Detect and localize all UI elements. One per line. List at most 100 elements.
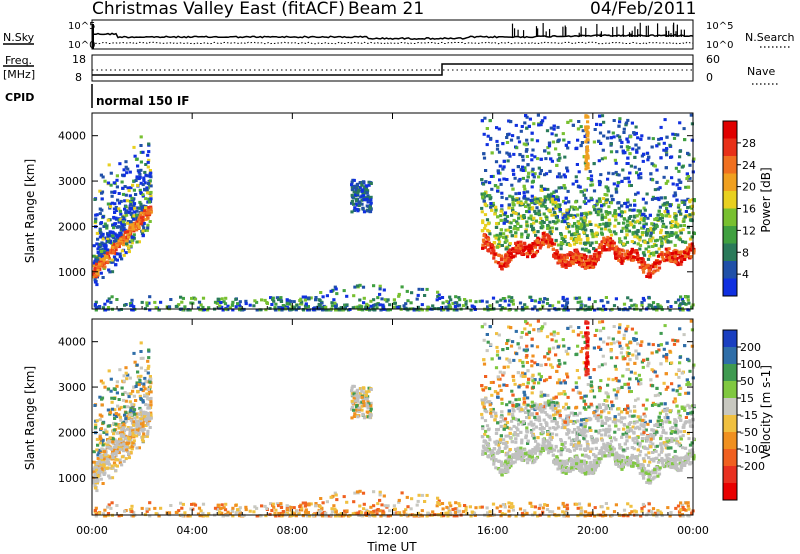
power-cell	[98, 235, 102, 239]
velocity-cell	[669, 511, 673, 514]
power-cell	[130, 241, 134, 245]
power-cell	[121, 186, 125, 190]
noise-spikes	[92, 22, 685, 49]
power-cell	[110, 201, 115, 205]
power-cell	[683, 138, 687, 142]
power-cell	[678, 302, 683, 306]
power-cell	[303, 295, 307, 299]
power-cell	[499, 254, 504, 258]
power-cell	[551, 304, 555, 308]
velocity-cell	[127, 416, 132, 420]
power-cell	[259, 308, 263, 312]
velocity-cell	[353, 412, 357, 416]
power-cell	[333, 301, 337, 305]
power-cell	[566, 308, 570, 312]
power-cell	[557, 255, 561, 259]
power-cell	[582, 221, 586, 225]
power-cell	[623, 210, 627, 214]
velocity-cell	[115, 441, 119, 445]
velocity-cell	[124, 411, 128, 415]
power-cell	[148, 169, 152, 172]
power-cell	[513, 226, 517, 230]
velocity-cell	[129, 426, 133, 430]
power-cell	[123, 238, 127, 242]
power-cell	[96, 272, 100, 275]
nave-tick-top: 60	[706, 53, 720, 66]
power-cell	[588, 243, 593, 247]
power-cell	[651, 301, 656, 305]
date-label: 04/Feb/2011	[590, 0, 696, 19]
power-cell	[141, 150, 145, 154]
power-cell	[624, 201, 628, 205]
power-cell	[503, 213, 507, 217]
power-cell	[628, 255, 632, 259]
power-cell	[113, 211, 117, 214]
power-cell	[558, 203, 562, 207]
power-cell	[655, 261, 659, 265]
velocity-cell	[105, 432, 109, 436]
power-cell	[532, 175, 536, 179]
power-cell	[576, 213, 580, 217]
power-cell	[593, 208, 597, 212]
power-cell	[669, 225, 673, 229]
power-cell	[563, 201, 567, 205]
velocity-cell	[112, 432, 116, 436]
power-cell	[451, 302, 455, 305]
velocity-cell	[135, 424, 139, 428]
power-cell	[621, 226, 625, 230]
power-cell	[530, 131, 534, 135]
power-cell	[274, 302, 278, 306]
power-cell	[657, 247, 661, 251]
velocity-cell	[368, 410, 372, 414]
power-cell	[667, 256, 671, 260]
power-cell	[656, 268, 660, 272]
power-cell	[666, 258, 670, 262]
power-cell	[556, 204, 560, 208]
power-cell	[680, 165, 684, 169]
velocity-cell	[263, 504, 267, 508]
power-cell	[120, 249, 124, 253]
power-cell	[120, 222, 124, 226]
power-cell	[354, 193, 358, 197]
power-cell	[400, 285, 404, 289]
power-cell	[505, 197, 509, 201]
power-cell	[599, 141, 603, 145]
power-cell	[98, 189, 102, 193]
power-cell	[244, 299, 248, 303]
velocity-cell	[105, 457, 109, 461]
power-cell	[636, 230, 640, 233]
power-cell	[565, 260, 569, 263]
power-cell	[110, 295, 114, 299]
power-cell	[554, 133, 558, 137]
power-cell	[676, 205, 681, 209]
power-cell	[289, 299, 293, 303]
power-cell	[587, 250, 591, 254]
power-cell	[115, 178, 119, 182]
power-cell	[324, 305, 328, 309]
velocity-cell	[128, 400, 132, 404]
power-cell	[446, 305, 450, 309]
power-frame	[91, 112, 694, 310]
power-cell	[306, 305, 310, 308]
power-cell	[126, 220, 131, 223]
power-cell	[563, 214, 567, 218]
power-cell	[103, 222, 107, 226]
power-cell	[103, 242, 107, 246]
power-cell	[641, 159, 645, 163]
power-cell	[539, 121, 544, 124]
power-cell	[505, 136, 509, 139]
power-cell	[546, 245, 551, 249]
power-cell	[639, 137, 643, 141]
noise-panel: N.Sky 10^5 10^0 10^5 10^0 N.Search	[3, 19, 795, 51]
power-cell	[664, 225, 668, 229]
y-tick-label: 2000	[58, 220, 86, 233]
power-cell	[109, 171, 113, 175]
power-cell	[636, 219, 640, 223]
power-cell	[361, 192, 365, 196]
power-cell	[119, 212, 123, 216]
power-cell	[536, 241, 540, 245]
power-cell	[576, 255, 581, 259]
power-cell	[529, 246, 533, 250]
power-cell	[632, 241, 636, 245]
power-cell	[372, 303, 376, 307]
